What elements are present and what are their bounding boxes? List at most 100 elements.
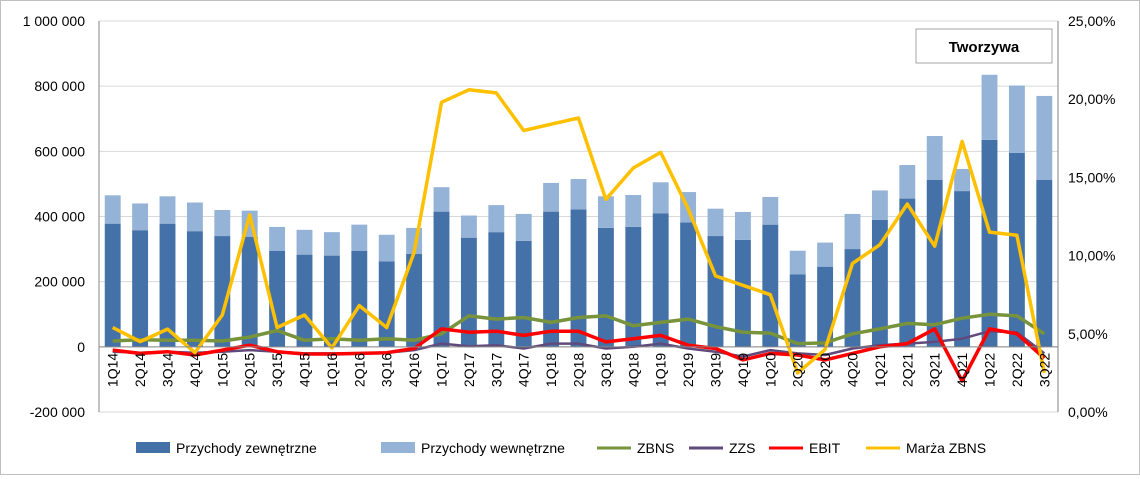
- series-line: [111, 88, 1047, 375]
- bar: [1036, 180, 1053, 347]
- bar: [104, 223, 121, 347]
- x-tick-label: 2Q16: [351, 353, 367, 387]
- bar: [954, 191, 971, 347]
- bar: [954, 168, 971, 192]
- bar: [652, 182, 669, 214]
- x-tick-label: 1Q15: [214, 353, 230, 387]
- series-line: [112, 327, 1046, 383]
- bar: [926, 180, 943, 347]
- bar: [351, 250, 368, 347]
- x-tick-label: 3Q17: [488, 353, 504, 387]
- bars: [104, 74, 1053, 347]
- y-tick-label: 0: [77, 339, 85, 355]
- bar: [378, 261, 395, 347]
- lines: [111, 88, 1047, 383]
- bar: [871, 219, 888, 347]
- x-tick-label: 1Q14: [105, 353, 121, 387]
- y2-tick-label: 0,00%: [1068, 404, 1108, 420]
- x-tick-label: 4Q19: [735, 353, 751, 387]
- bar: [707, 236, 724, 347]
- y2-tick-label: 15,00%: [1068, 169, 1115, 185]
- x-tick-label: 2Q19: [680, 353, 696, 387]
- x-tick-label: 3Q19: [708, 353, 724, 387]
- bar: [406, 253, 423, 347]
- x-tick-label: 2Q14: [132, 353, 148, 387]
- bar: [789, 274, 806, 347]
- bar: [269, 226, 286, 251]
- bar: [241, 236, 258, 347]
- x-tick-label: 2Q15: [242, 353, 258, 387]
- x-tick-label: 3Q20: [817, 353, 833, 387]
- bar: [214, 209, 231, 237]
- bar: [817, 266, 834, 347]
- bar: [1008, 152, 1025, 347]
- legend-label: EBIT: [809, 440, 841, 456]
- x-tick-label: 4Q17: [516, 353, 532, 387]
- x-tick-label: 4Q14: [187, 353, 203, 387]
- bar: [817, 242, 834, 267]
- x-tick-label: 4Q20: [845, 353, 861, 387]
- bar: [871, 190, 888, 220]
- x-tick-label: 3Q15: [269, 353, 285, 387]
- bar: [296, 254, 313, 347]
- bar: [515, 213, 532, 241]
- y-tick-label: 400 000: [34, 209, 85, 225]
- y-tick-label: 1 000 000: [23, 13, 85, 29]
- x-tick-label: 3Q21: [927, 353, 943, 387]
- y2-tick-label: 5,00%: [1068, 326, 1108, 342]
- bar: [159, 196, 176, 224]
- x-tick-label: 3Q18: [598, 353, 614, 387]
- bar: [734, 211, 751, 240]
- bar: [625, 226, 642, 347]
- x-tick-label: 4Q21: [954, 353, 970, 387]
- bar: [762, 196, 779, 225]
- bar: [680, 222, 697, 347]
- bar: [543, 211, 560, 347]
- bar: [899, 165, 916, 199]
- x-tick-label: 1Q19: [653, 353, 669, 387]
- bar: [652, 213, 669, 347]
- bar: [762, 224, 779, 347]
- legend-label: ZBNS: [637, 440, 674, 456]
- x-tick-label: 2Q21: [899, 353, 915, 387]
- bar: [186, 231, 203, 347]
- bar: [378, 234, 395, 262]
- bar: [570, 179, 587, 210]
- bar: [104, 195, 121, 224]
- legend-label: Przychody wewnętrzne: [421, 440, 565, 456]
- bar: [132, 203, 149, 231]
- bar: [1036, 95, 1053, 181]
- chart-title-box: Tworzywa: [915, 28, 1053, 64]
- x-tick-label: 3Q14: [160, 353, 176, 387]
- bar: [460, 215, 477, 238]
- bar: [625, 194, 642, 227]
- bar: [269, 250, 286, 347]
- bar: [132, 230, 149, 347]
- series-line: [112, 312, 1046, 346]
- x-tick-label: 2Q17: [461, 353, 477, 387]
- x-tick-label: 2Q22: [1009, 353, 1025, 387]
- bar: [707, 208, 724, 237]
- x-tick-label: 4Q16: [406, 353, 422, 387]
- y-tick-label: 800 000: [34, 78, 85, 94]
- x-tick-label: 1Q18: [543, 353, 559, 387]
- x-tick-label: 2Q20: [790, 353, 806, 387]
- x-tick-label: 1Q17: [434, 353, 450, 387]
- bar: [899, 198, 916, 347]
- bar: [186, 202, 203, 232]
- y2-tick-label: 25,00%: [1068, 13, 1115, 29]
- bar: [488, 205, 505, 233]
- legend-label: Przychody zewnętrzne: [176, 440, 317, 456]
- legend-label: Marża ZBNS: [906, 440, 986, 456]
- bar: [296, 229, 313, 255]
- y2-tick-label: 10,00%: [1068, 248, 1115, 264]
- x-tick-label: 1Q16: [324, 353, 340, 387]
- x-tick-label: 3Q22: [1036, 353, 1052, 387]
- bar: [789, 250, 806, 275]
- y-tick-label: -200 000: [30, 404, 85, 420]
- chart-title: Tworzywa: [949, 39, 1020, 56]
- bar: [1008, 85, 1025, 153]
- bar: [597, 196, 614, 228]
